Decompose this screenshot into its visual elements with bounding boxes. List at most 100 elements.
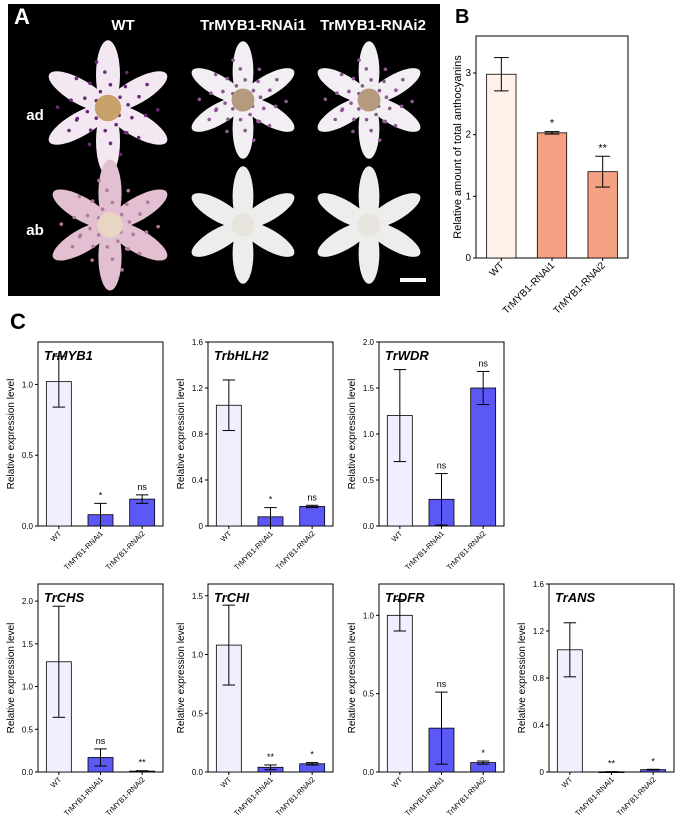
flower-petal (48, 104, 111, 145)
flower-spot (258, 95, 263, 100)
flower-center (357, 213, 381, 237)
flower-spot (374, 112, 378, 117)
flower-spot (124, 202, 129, 207)
flower-center (94, 94, 122, 122)
flower-petal (241, 221, 295, 257)
flower-spot (145, 200, 150, 205)
y-tick-label: 1.0 (192, 651, 204, 660)
x-tick-label: TrMYB1-RNAi2 (104, 529, 147, 572)
flower-spot (103, 128, 108, 133)
significance-label: * (310, 750, 314, 760)
flower-spot (67, 128, 71, 133)
flower-spot (197, 97, 202, 102)
y-axis-label: Relative expression level (347, 623, 358, 734)
flower-spot (384, 95, 389, 100)
flower-spot (238, 67, 243, 71)
photo-column-label: WT (111, 17, 134, 34)
flower-petal (98, 223, 122, 291)
panel-label-a: A (14, 4, 30, 29)
y-tick-label: 1.6 (533, 580, 545, 589)
flower-spot (98, 89, 103, 94)
flower-spot (226, 117, 230, 122)
bar (470, 387, 497, 527)
x-tick-label: TrMYB1-RNAi1 (232, 529, 275, 572)
y-tick-label: 2 (465, 130, 471, 141)
flower-spot (85, 213, 90, 218)
flower-petal (107, 221, 168, 261)
y-tick-label: 0.4 (533, 721, 545, 730)
flower-spot (339, 72, 344, 77)
flower-spot (155, 107, 160, 112)
y-tick-label: 1.0 (22, 683, 34, 692)
flower-spot (110, 257, 115, 261)
flower-petal (232, 98, 254, 159)
flower-spot (340, 107, 345, 111)
flower-petal (232, 223, 254, 284)
flower-spot (399, 104, 404, 109)
flower-spot (377, 88, 382, 93)
significance-label: ns (137, 482, 147, 492)
flower-spot (207, 117, 212, 122)
x-tick-label: WT (560, 775, 575, 790)
flower-petal (367, 221, 421, 257)
flower-petal (317, 193, 371, 229)
flower-spot (284, 99, 288, 104)
x-tick-label: TrMYB1-RNAi1 (573, 775, 616, 818)
flower-petal (358, 223, 380, 284)
flower-petal (107, 189, 168, 229)
flower-spot (275, 77, 279, 82)
chart-title: TrMYB1 (44, 348, 93, 363)
significance-label: ns (478, 358, 488, 368)
flower-spot (103, 70, 107, 74)
flower-petal (191, 193, 245, 229)
flower-spot (214, 107, 219, 111)
y-tick-label: 2.0 (22, 597, 34, 606)
y-tick-label: 0.5 (363, 476, 375, 485)
y-tick-label: 0.5 (363, 690, 375, 699)
flower-spot (261, 106, 266, 111)
bar (386, 614, 413, 773)
y-tick-label: 0 (465, 253, 471, 264)
flower-petal (367, 96, 421, 132)
y-tick-label: 0.5 (192, 709, 204, 718)
flower-spot (72, 215, 77, 220)
flower-spot (230, 107, 235, 111)
flower-petal (191, 96, 245, 132)
flower-spot (223, 101, 227, 105)
y-tick-label: 0.4 (192, 476, 204, 485)
flower-spot (351, 76, 356, 81)
flower-spot (88, 226, 92, 231)
x-tick-label: TrMYB1-RNAi1 (403, 529, 446, 572)
y-tick-label: 0.8 (533, 674, 545, 683)
significance-label: ns (96, 736, 106, 746)
significance-label: * (550, 118, 555, 130)
chart-title: TrCHS (44, 590, 85, 605)
flower-petal (191, 221, 245, 257)
flower-spot (108, 82, 113, 87)
significance-label: * (99, 490, 103, 500)
significance-label: ** (608, 759, 616, 769)
x-tick-label: TrMYB1-RNAi2 (445, 775, 488, 818)
flower-spot (130, 115, 134, 120)
flower-spot (377, 138, 382, 142)
flower-spot (383, 67, 388, 72)
flower-spot (143, 113, 148, 118)
flower-spot (91, 244, 96, 249)
flower-spot (357, 58, 361, 62)
flower-spot (273, 104, 278, 109)
flower-spot (137, 251, 142, 256)
panel-label-b: B (455, 6, 470, 28)
flower-center (97, 212, 123, 238)
y-tick-label: 0.0 (363, 522, 375, 531)
y-tick-label: 0.0 (22, 768, 34, 777)
y-axis-label: Relative expression level (517, 623, 528, 734)
x-tick-label: TrMYB1-RNAi2 (445, 529, 488, 572)
significance-label: * (481, 748, 485, 758)
flower-spot (69, 98, 73, 102)
y-tick-label: 0 (199, 522, 204, 531)
x-tick-label: TrMYB1-RNAi1 (232, 775, 275, 818)
y-tick-label: 0.0 (22, 522, 34, 531)
flower-petal (52, 221, 113, 261)
flower-spot (144, 230, 149, 234)
x-tick-label: WT (219, 775, 234, 790)
